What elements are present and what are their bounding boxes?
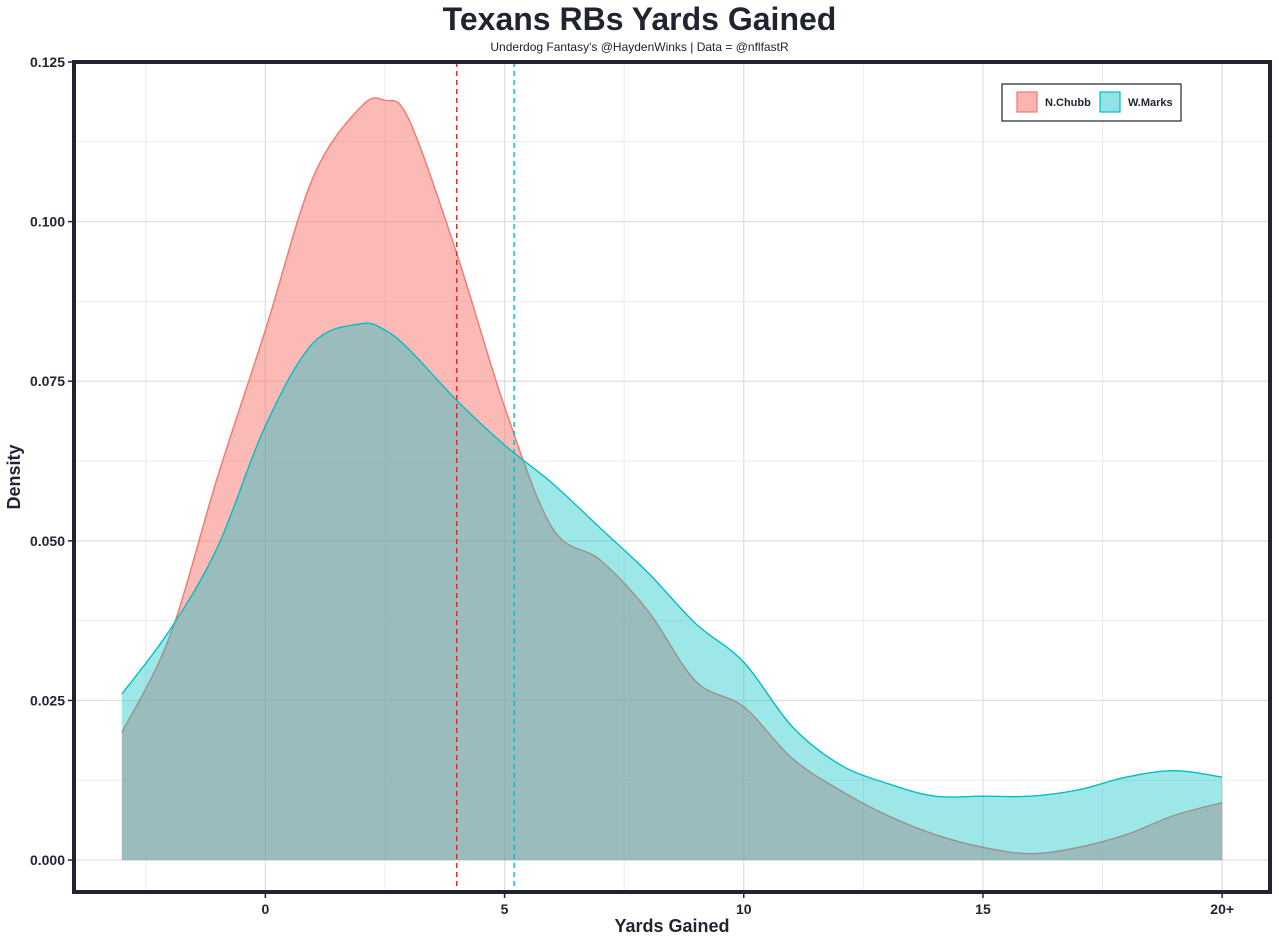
y-tick-label: 0.100: [30, 214, 65, 230]
legend-label-n-chubb: N.Chubb: [1045, 97, 1091, 109]
x-tick-label: 5: [501, 901, 509, 917]
x-tick-label: 0: [261, 901, 269, 917]
y-axis-title: Density: [4, 444, 24, 509]
x-tick-label: 10: [736, 901, 752, 917]
chart-subtitle: Underdog Fantasy's @HaydenWinks | Data =…: [490, 40, 789, 54]
density-line-w-marks: [121, 322, 1223, 798]
plot-panel-border: [72, 60, 1272, 894]
mean-lines: [456, 62, 515, 892]
density-line-n-chubb: [121, 97, 1223, 855]
density-area-n-chubb: [121, 97, 1223, 861]
legend-box: [1001, 83, 1182, 122]
chart-title: Texans RBs Yards Gained: [442, 1, 837, 37]
y-axis: 0.000 0.025 0.050 0.075 0.100 0.125: [30, 54, 74, 868]
y-tick-label: 0.125: [30, 54, 65, 70]
x-axis: 0 5 10 15 20+: [261, 892, 1234, 917]
legend: N.Chubb W.Marks: [1001, 83, 1182, 122]
y-tick-label: 0.025: [30, 692, 65, 708]
y-tick-label: 0.000: [30, 852, 65, 868]
legend-key-n-chubb: [1016, 91, 1038, 113]
legend-key-w-marks: [1099, 91, 1121, 113]
x-tick-label: 20+: [1210, 901, 1234, 917]
x-tick-label: 15: [975, 901, 991, 917]
density-area-w-marks: [121, 323, 1223, 861]
x-axis-title: Yards Gained: [614, 916, 729, 936]
legend-label-w-marks: W.Marks: [1128, 97, 1173, 109]
y-tick-label: 0.075: [30, 373, 65, 389]
y-tick-label: 0.050: [30, 533, 65, 549]
density-areas: [121, 97, 1223, 861]
